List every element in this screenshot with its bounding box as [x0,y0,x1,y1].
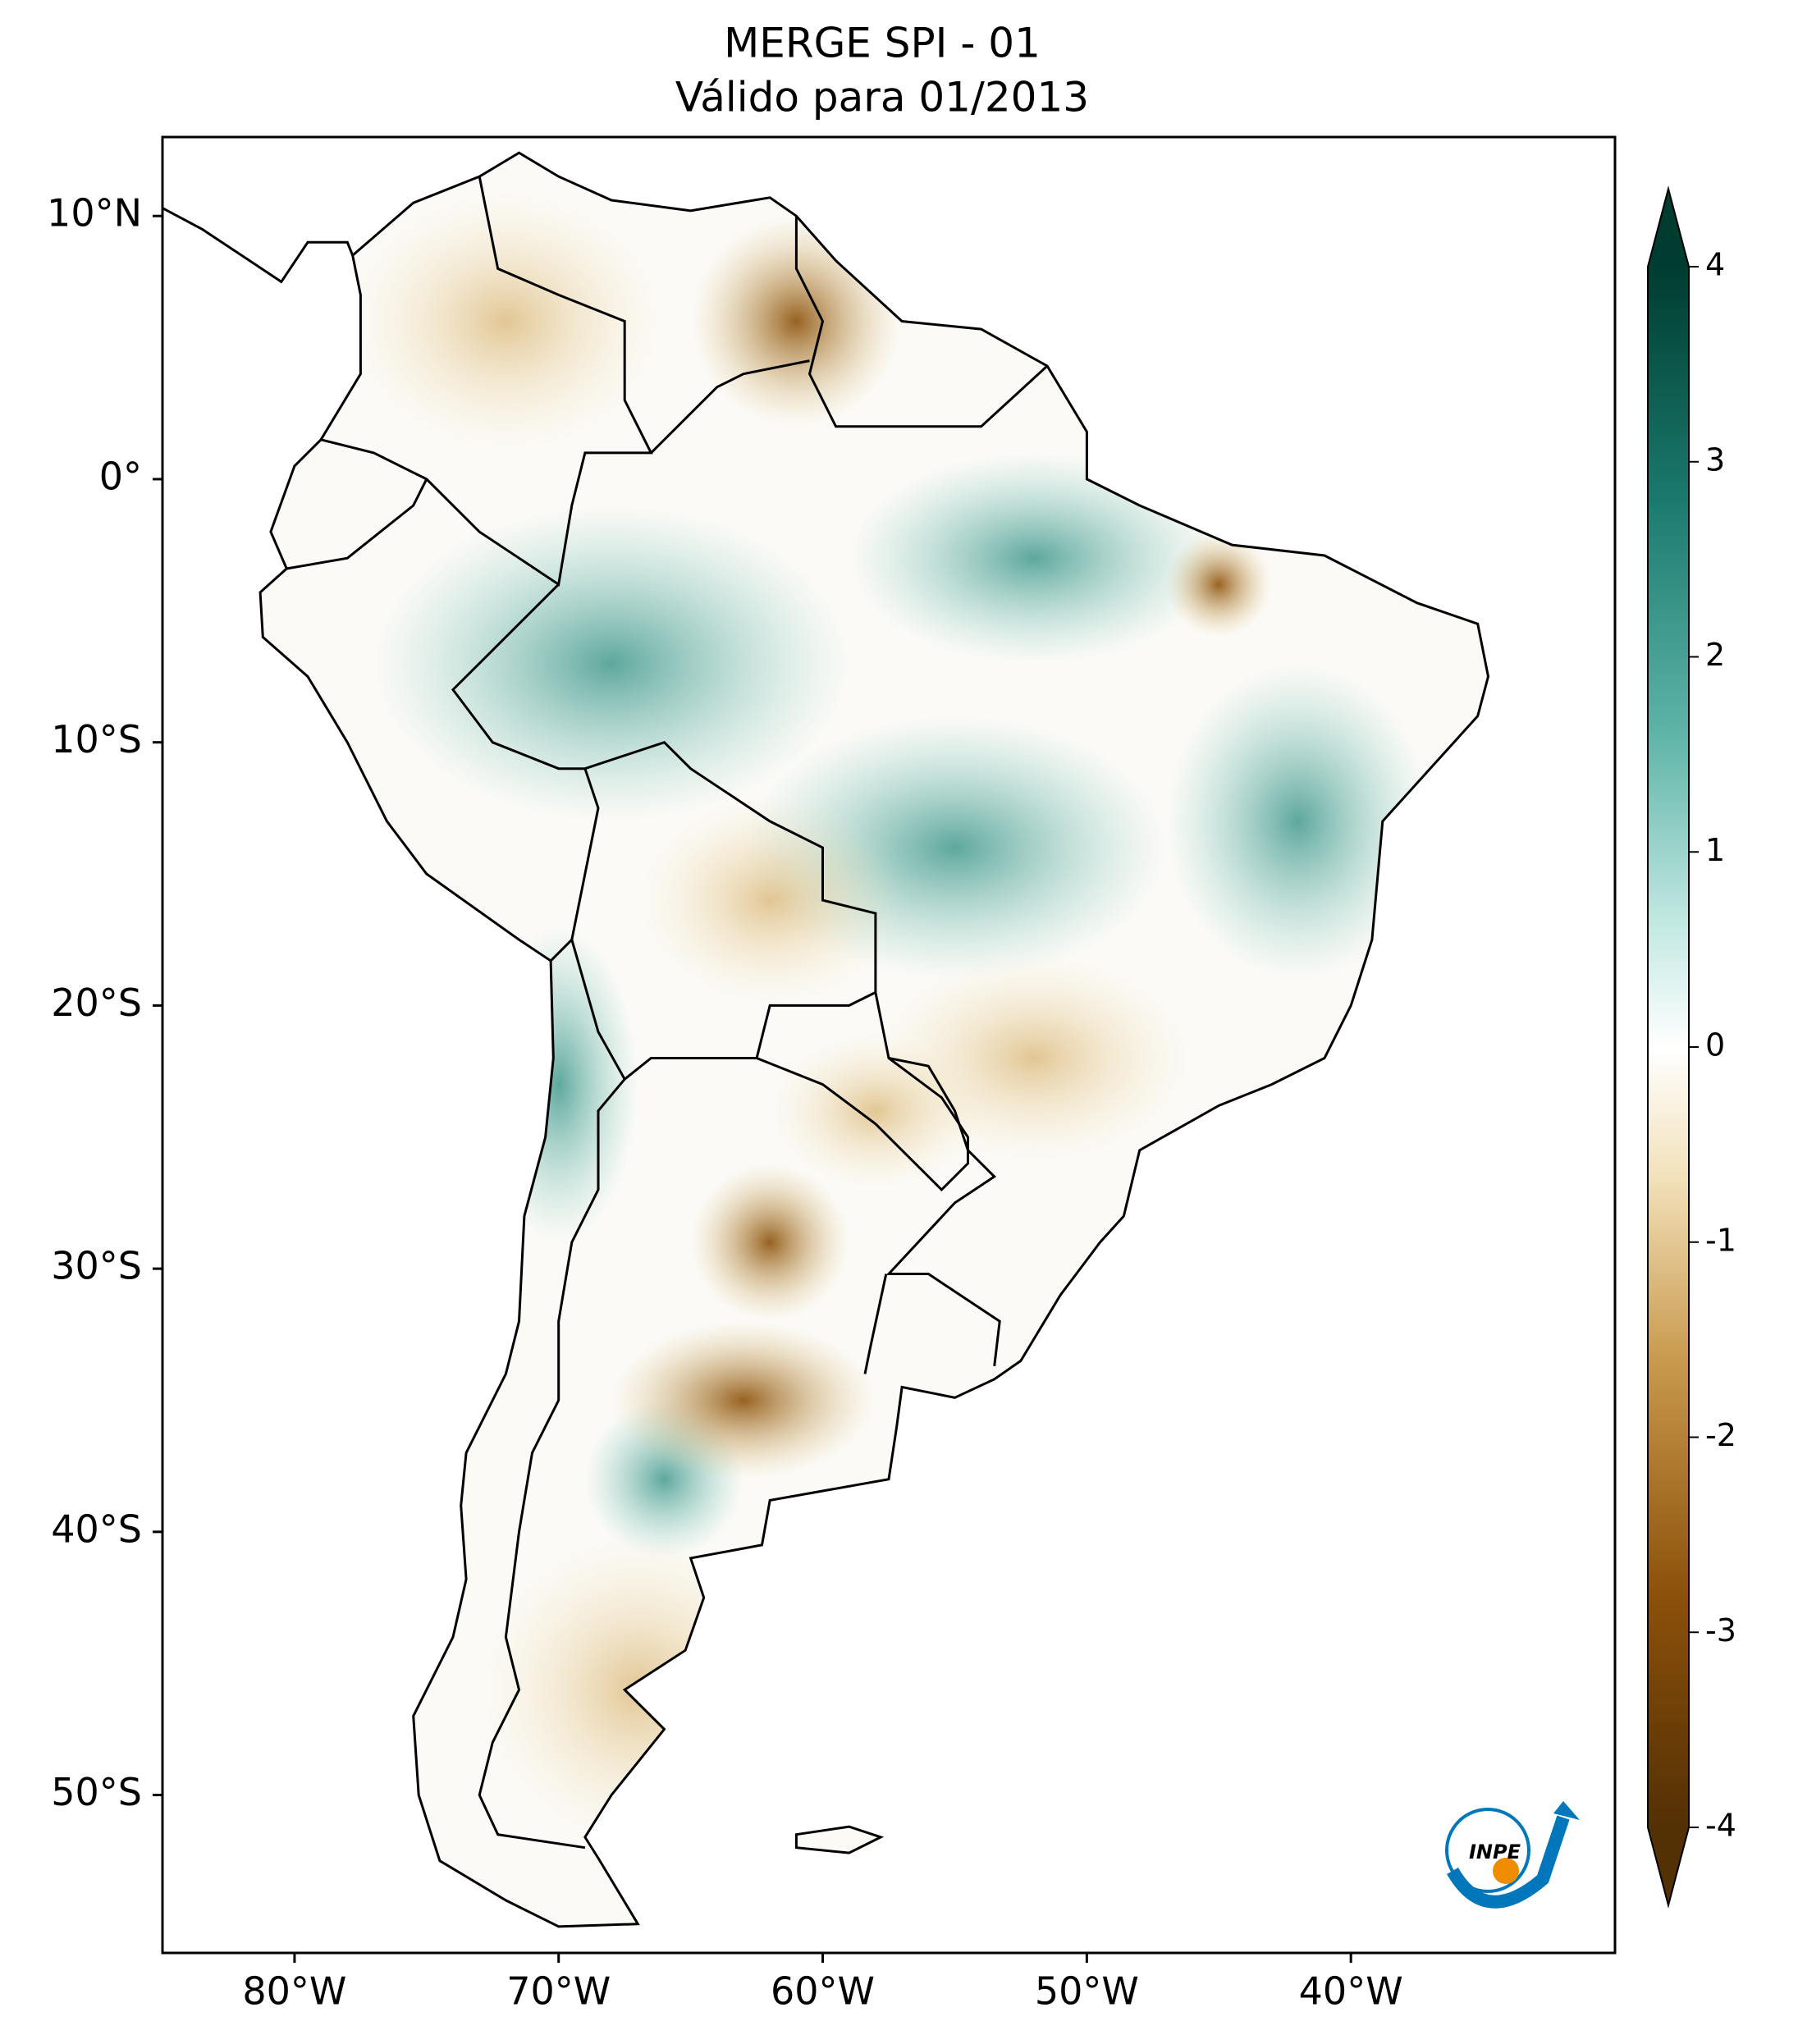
central-america [162,207,355,284]
shade-blob [1165,532,1272,638]
colorbar-tick-label: 0 [1705,1027,1725,1063]
border [885,1057,1001,1366]
shade-blob [1165,663,1430,980]
colorbar-tick-label: -2 [1705,1417,1736,1453]
colorbar-tick-label: 3 [1705,441,1725,478]
shade-blob [479,926,638,1243]
border [286,478,428,570]
border [570,740,877,1081]
shade-blob [347,190,665,453]
colorbar-extend-top [1648,189,1689,267]
logo: INPE [1445,1801,1580,1909]
y-tick-label: 20°S [51,981,142,1025]
border [478,1078,626,1850]
falklands [794,1825,885,1854]
y-tick-label: 30°S [51,1244,142,1288]
border [863,1273,888,1374]
subtitle: Válido para 01/2013 [675,74,1089,121]
colorbar-tick-label: -1 [1705,1222,1736,1258]
shade-blob [638,794,903,1006]
shade-blob [849,452,1219,664]
y-tick-label: 40°S [51,1507,142,1551]
border [650,359,810,454]
colorbar: -4 -3 -2 -1 0 1 2 3 4 [1647,185,1736,1909]
title: MERGE SPI - 01 [724,20,1041,67]
colorbar-tick-label: -3 [1705,1612,1736,1648]
colorbar-tick-label: 1 [1705,832,1725,868]
y-tick-label: 0° [99,454,142,498]
coastline [258,151,1490,1928]
border [794,216,1049,428]
logo-text: INPE [1469,1841,1521,1863]
x-tick-label: 70°W [506,1969,611,2014]
x-tick-label: 50°W [1035,1969,1139,2014]
colorbar-tick-label: 4 [1705,247,1725,283]
colorbar-tick-label: 2 [1705,637,1725,673]
colorbar-tick-label: -4 [1705,1808,1736,1844]
colorbar-extend-bottom [1648,1827,1689,1905]
colorbar-ramp [1648,267,1689,1827]
y-tick-label: 10°S [51,717,142,761]
map [162,151,1490,1928]
border [451,583,600,962]
shade-blob [611,1321,876,1479]
y-tick-label: 10°N [47,191,142,235]
map-frame [161,135,1617,1955]
y-tick-label: 50°S [51,1770,142,1814]
shade-blob [770,1031,981,1190]
x-tick-label: 80°W [242,1969,346,2014]
shade-blob [690,1163,849,1322]
x-tick-label: 40°W [1299,1969,1403,2014]
shade-blob [373,505,849,821]
shade-blob [479,1531,797,1848]
x-tick-label: 60°W [771,1969,875,2014]
border [756,992,969,1192]
